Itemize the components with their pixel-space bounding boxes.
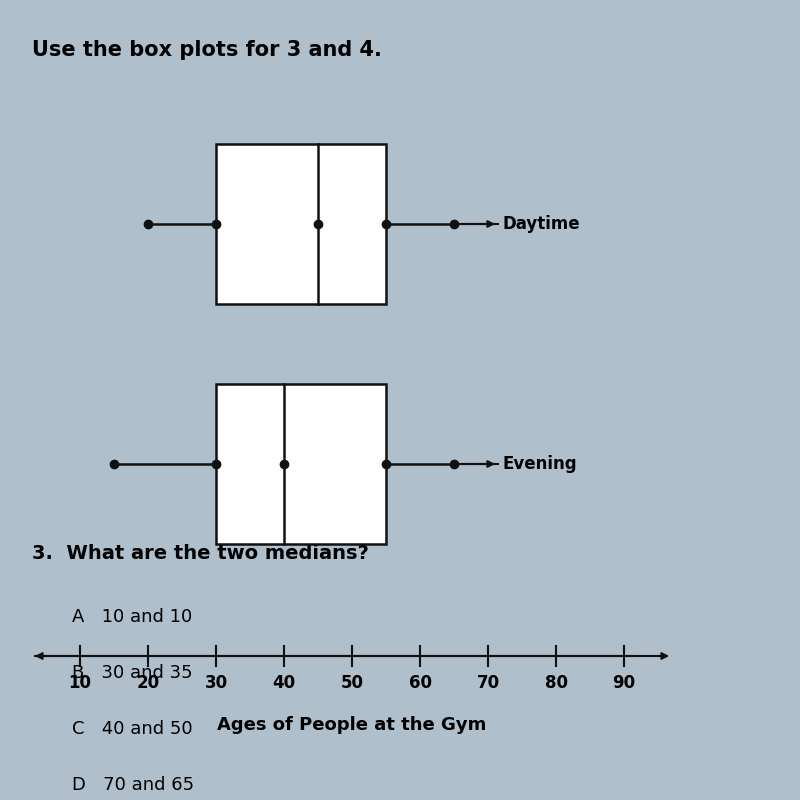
Text: 90: 90 (613, 674, 635, 691)
Bar (216, 384, 386, 544)
Text: 40: 40 (273, 674, 295, 691)
Text: B   30 and 35: B 30 and 35 (72, 664, 193, 682)
Text: 30: 30 (205, 674, 227, 691)
Text: C   40 and 50: C 40 and 50 (72, 720, 193, 738)
Text: Use the box plots for 3 and 4.: Use the box plots for 3 and 4. (32, 40, 382, 60)
Text: 80: 80 (545, 674, 567, 691)
Text: D   70 and 65: D 70 and 65 (72, 776, 194, 794)
Text: Ages of People at the Gym: Ages of People at the Gym (218, 716, 486, 734)
Text: Evening: Evening (502, 455, 577, 473)
Text: 60: 60 (409, 674, 431, 691)
Text: 20: 20 (137, 674, 159, 691)
Text: 10: 10 (69, 674, 91, 691)
Bar (216, 144, 386, 304)
Text: A   10 and 10: A 10 and 10 (72, 608, 192, 626)
Text: 50: 50 (341, 674, 363, 691)
Text: 70: 70 (477, 674, 499, 691)
Text: 3.  What are the two medians?: 3. What are the two medians? (32, 544, 369, 563)
Text: Daytime: Daytime (502, 215, 580, 233)
